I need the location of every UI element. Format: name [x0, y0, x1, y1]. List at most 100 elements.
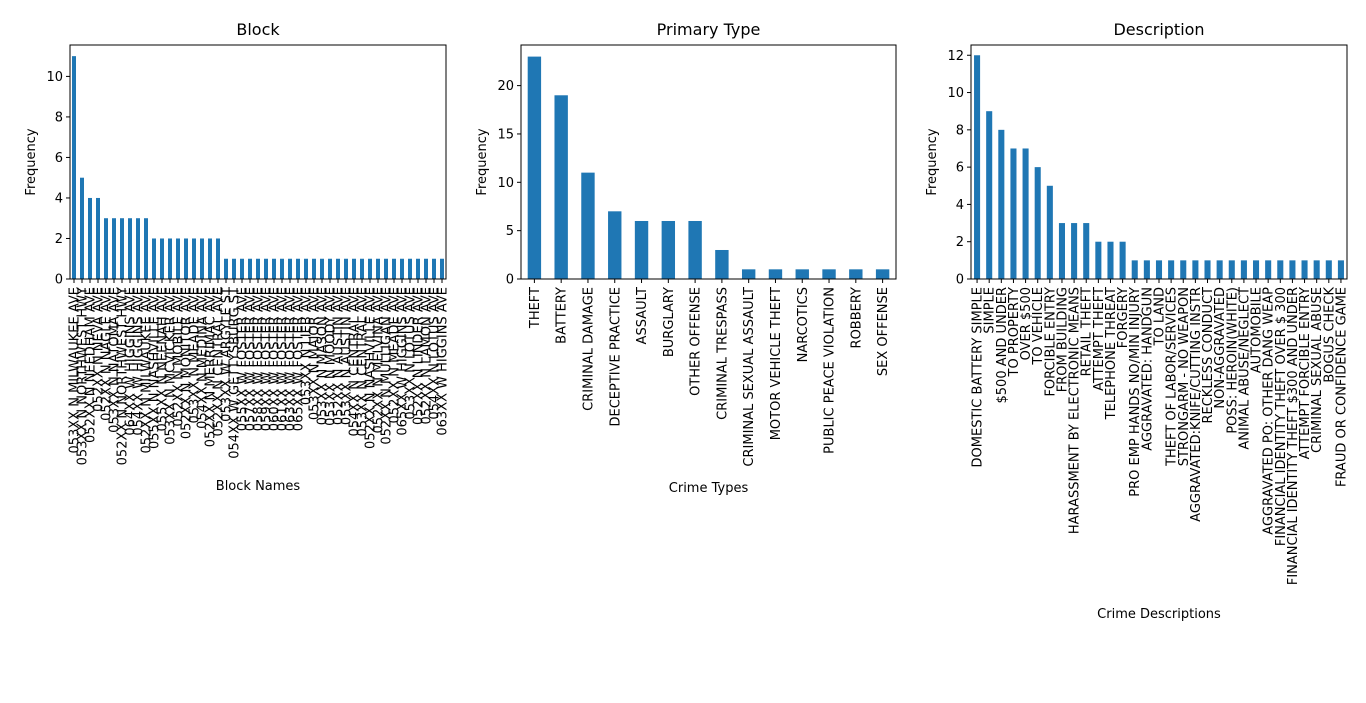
bar	[1058, 223, 1065, 279]
x-tick-label: 053XX N CENTRAL AVE	[356, 287, 371, 437]
x-tick-label: 057XX W FOSTER AVE	[244, 287, 259, 431]
x-tick-label: 052XX N LAMON AVE	[420, 287, 435, 425]
bar	[240, 258, 244, 279]
bar	[104, 218, 108, 279]
x-tick-label: 064XX W HIGGINS AVE	[124, 287, 139, 436]
x-tick-label: 053XX N NATOMA AVE	[108, 287, 123, 433]
bar	[200, 238, 204, 279]
bar	[176, 238, 180, 279]
bar	[1180, 260, 1187, 279]
bar	[768, 269, 783, 279]
y-tick-label: 20	[497, 79, 514, 94]
bar	[1010, 148, 1017, 279]
x-tick-label: 052XX N MILWAUKEE AVE	[140, 287, 155, 454]
bar	[400, 258, 404, 279]
bar	[1240, 260, 1247, 279]
bar	[392, 258, 396, 279]
x-tick-label: 052XX N MEADE AVE	[388, 287, 403, 423]
x-tick-label: CRIMINAL SEXUAL ASSAULT	[742, 287, 757, 467]
x-tick-label: 054XX W GETTYSBURG ST	[228, 287, 243, 459]
x-tick-label: 052XX N LINDER AVE	[412, 287, 427, 425]
bar	[344, 258, 348, 279]
bar	[88, 197, 92, 279]
bar	[432, 258, 436, 279]
x-tick-label: CRIMINAL SEXUAL ABUSE	[1310, 287, 1325, 453]
bar	[416, 258, 420, 279]
bar	[875, 269, 890, 279]
bar	[974, 55, 981, 280]
bar	[320, 258, 324, 279]
x-tick-label: 053XX N AUSTIN AVE	[340, 287, 355, 425]
x-axis-label: Crime Descriptions	[1097, 607, 1221, 622]
x-tick-label: RETAIL THEFT	[1080, 287, 1095, 376]
y-tick-label: 0	[506, 273, 514, 288]
x-tick-label: PRO EMP HANDS NO/MIN INJURY	[1128, 287, 1143, 497]
bar	[527, 56, 542, 280]
bar	[192, 238, 196, 279]
x-tick-label: CRIMINAL DAMAGE	[581, 287, 596, 411]
bar	[1253, 260, 1260, 279]
x-tick-label: THEFT OF LABOR/SERVICES	[1165, 287, 1180, 467]
x-tick-label: MOTOR VEHICLE THEFT	[769, 287, 784, 440]
x-tick-label: POSS: HEROIN(WHITE)	[1225, 287, 1240, 434]
bar	[1107, 241, 1114, 279]
x-tick-label: 052XX N MONITOR AVE	[180, 287, 195, 439]
y-tick-label: 2	[55, 232, 63, 247]
bar	[72, 56, 76, 280]
x-tick-label: 055XX W FOSTER AVE	[236, 287, 251, 431]
bar	[1265, 260, 1272, 279]
x-tick-label: 055XX N NEENAH AVE	[156, 287, 171, 431]
x-tick-label: 063XX W FOSTER AVE	[284, 287, 299, 431]
x-tick-label: NON-AGGRAVATED	[1213, 287, 1228, 409]
bar	[408, 258, 412, 279]
bar	[208, 238, 212, 279]
x-tick-label: OTHER OFFENSE	[689, 287, 704, 396]
bar	[336, 258, 340, 279]
x-tick-label: TELEPHONE THREAT	[1104, 287, 1119, 420]
x-tick-label: ASSAULT	[635, 287, 650, 344]
bar	[376, 258, 380, 279]
bar	[1046, 185, 1053, 279]
x-tick-label: 054XX W HIGGINS AVE	[132, 287, 147, 436]
bar	[112, 218, 116, 279]
x-tick-label: $500 AND UNDER	[995, 287, 1010, 403]
bar	[312, 258, 316, 279]
chart-title: Description	[1113, 20, 1204, 39]
bar	[822, 269, 836, 279]
x-tick-label: BURGLARY	[662, 287, 677, 357]
x-tick-label: SEX OFFENSE	[876, 287, 891, 376]
x-tick-label: FORGERY	[1116, 287, 1131, 348]
bar	[296, 258, 300, 279]
x-tick-label: BATTERY	[555, 287, 570, 344]
x-tick-label: 052XX N NASHVILLE AVE	[364, 287, 379, 449]
y-tick-label: 4	[55, 191, 63, 206]
y-tick-label: 10	[497, 176, 514, 191]
bar	[328, 258, 332, 279]
bar	[741, 269, 756, 279]
x-tick-label: FROM BUILDING	[1055, 287, 1070, 392]
bar	[272, 258, 276, 279]
x-tick-label: FINANCIAL IDENTITY THEFT $300 AND UNDER	[1286, 287, 1301, 585]
x-tick-label: 065XX W FOSTER AVE	[292, 287, 307, 431]
x-tick-label: CRIMINAL TRESPASS	[715, 287, 730, 420]
bar	[224, 258, 228, 279]
bar	[661, 220, 676, 279]
x-tick-label: 052XX N NAGLE AVE	[100, 287, 115, 421]
x-tick-label: RECKLESS CONDUCT	[1201, 287, 1216, 424]
y-tick-label: 12	[947, 49, 964, 64]
x-tick-label: DECEPTIVE PRACTICE	[608, 287, 623, 427]
bar	[128, 218, 132, 279]
bar	[554, 95, 568, 279]
x-tick-label: 055XX N NASHVILLE AVE	[148, 287, 163, 449]
bar	[688, 220, 702, 279]
bar	[440, 258, 444, 279]
y-tick-label: 0	[956, 273, 964, 288]
x-tick-label: 053XX W ARGYLE ST	[220, 287, 235, 422]
x-tick-label: DOMESTIC BATTERY SIMPLE	[971, 287, 986, 467]
bar	[1131, 260, 1138, 279]
bar	[232, 258, 236, 279]
y-tick-label: 5	[506, 224, 514, 239]
bar	[256, 258, 260, 279]
bar	[1313, 260, 1320, 279]
bar	[360, 258, 364, 279]
